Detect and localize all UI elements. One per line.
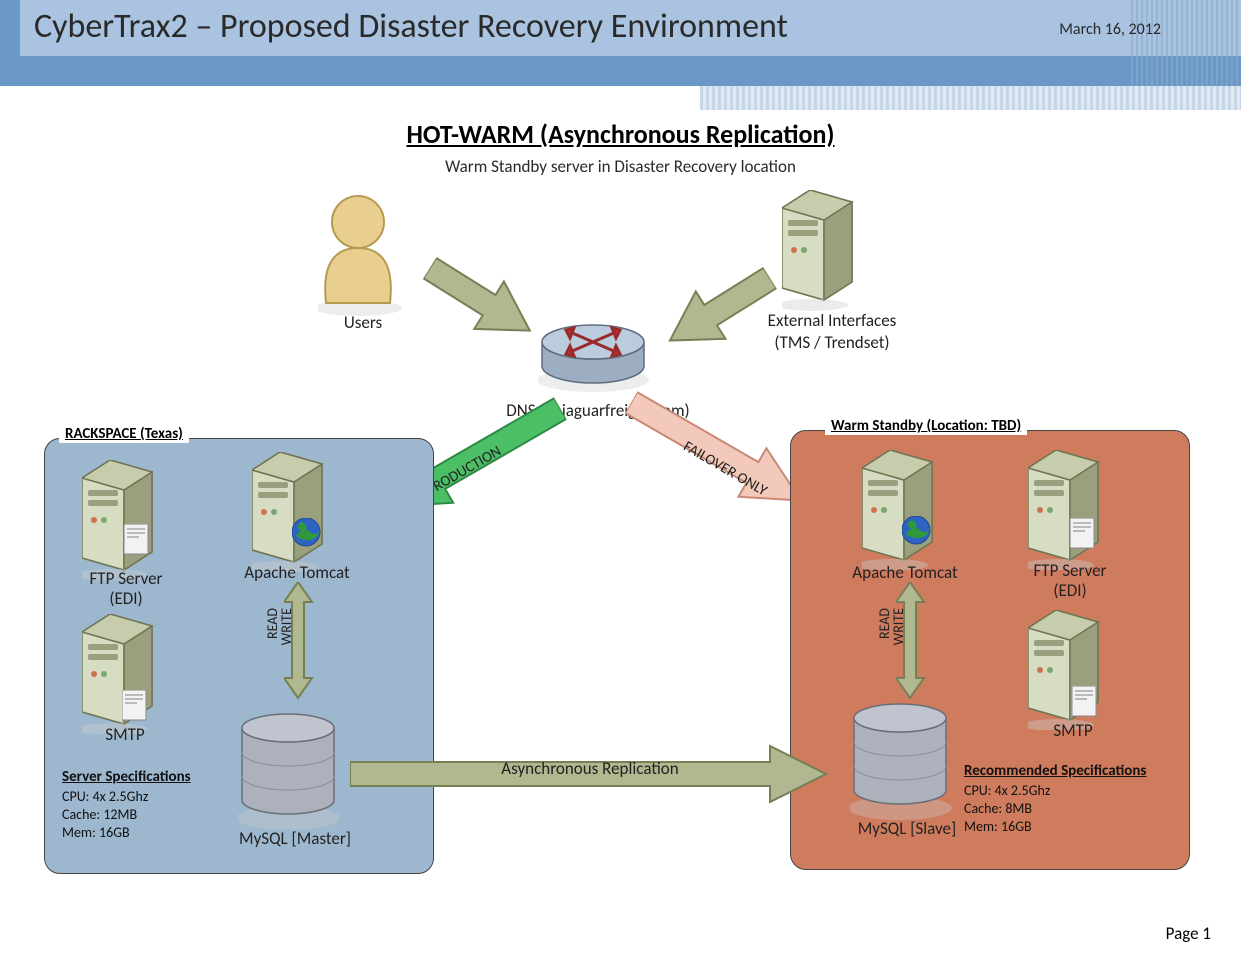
server-icon [252,452,332,577]
left-spec-l1: CPU: 4x 2.5Ghz [62,788,191,806]
right-ftp-l1: FTP Server [1010,560,1130,581]
server-icon [782,190,872,325]
rw-write-label: WRITE [890,608,907,645]
replication-label: Asynchronous Replication [470,758,710,779]
header-date: March 16, 2012 [1059,20,1161,39]
arrow-icon [408,239,558,371]
header-hatch [1131,0,1241,86]
left-smtp-label: SMTP [70,724,180,745]
server-icon [862,450,942,575]
right-spec-l1: CPU: 4x 2.5Ghz [964,782,1146,800]
paper-icon [122,690,148,727]
right-spec-l3: Mem: 16GB [964,818,1146,836]
page-number: Page 1 [1166,923,1211,944]
right-smtp-label: SMTP [1018,720,1128,741]
diagram-title: HOT-WARM (Asynchronous Replication) [0,118,1241,150]
ext-if-label-2: (TMS / Trendset) [742,332,922,353]
left-mysql-label: MySQL [Master] [210,828,380,849]
arrow-icon [638,243,788,375]
server-icon [82,460,162,585]
right-ftp-l2: (EDI) [1010,580,1130,601]
diagram-page: CyberTrax2 – Proposed Disaster Recovery … [0,0,1241,958]
paper-icon [124,524,150,561]
diagram-subtitle: Warm Standby server in Disaster Recovery… [0,156,1241,177]
left-spec: Server Specifications CPU: 4x 2.5Ghz Cac… [62,768,191,842]
header-subbar [700,86,1241,110]
users-label: Users [318,312,408,333]
globe-icon [292,518,322,553]
user-icon [318,188,408,323]
database-icon [850,700,960,825]
left-tomcat-label: Apache Tomcat [222,562,372,583]
left-ftp-l1: FTP Server [66,568,186,589]
warm-title: Warm Standby (Location: TBD) [825,417,1027,435]
left-ftp-l2: (EDI) [66,588,186,609]
right-spec: Recommended Specifications CPU: 4x 2.5Gh… [964,762,1146,836]
database-icon [238,710,348,835]
paper-icon [1070,518,1096,555]
left-spec-l2: Cache: 12MB [62,806,191,824]
rw-write-label: WRITE [278,608,295,645]
header-title: CyberTrax2 – Proposed Disaster Recovery … [34,6,788,47]
globe-icon [902,516,932,551]
left-spec-hd: Server Specifications [62,768,191,788]
right-spec-l2: Cache: 8MB [964,800,1146,818]
rackspace-title: RACKSPACE (Texas) [59,425,189,443]
left-spec-l3: Mem: 16GB [62,824,191,842]
server-icon [1028,450,1108,575]
right-spec-hd: Recommended Specifications [964,762,1146,782]
paper-icon [1072,686,1098,723]
right-tomcat-label: Apache Tomcat [830,562,980,583]
